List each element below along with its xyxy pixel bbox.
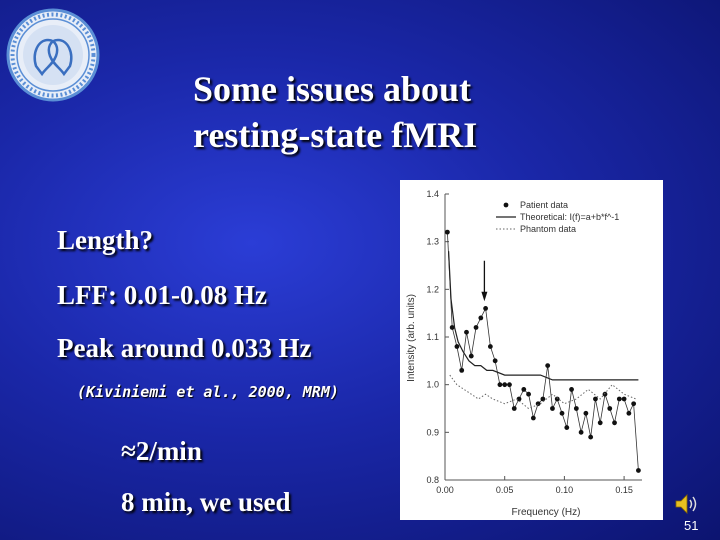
x-tick-label: 0.15 <box>615 485 633 495</box>
data-point <box>535 401 541 407</box>
data-point <box>459 367 465 373</box>
data-point <box>550 406 555 411</box>
y-tick-label: 1.1 <box>426 332 439 342</box>
x-tick-label: 0.10 <box>556 485 574 495</box>
data-point <box>602 391 608 397</box>
data-point <box>626 410 632 416</box>
data-point <box>578 429 584 435</box>
data-point <box>621 396 627 402</box>
data-point <box>511 406 517 411</box>
x-tick-label: 0.00 <box>436 485 454 495</box>
data-point <box>545 363 551 368</box>
data-point <box>516 396 522 402</box>
y-tick-label: 0.8 <box>426 475 439 485</box>
data-point <box>473 325 479 330</box>
y-tick-label: 1.3 <box>426 237 439 247</box>
legend-label: Phantom data <box>520 224 576 234</box>
bullet-lff: LFF: 0.01-0.08 Hz <box>57 280 267 310</box>
speaker-icon[interactable] <box>674 492 700 516</box>
slide-title: Some issues about resting-state fMRI <box>193 66 523 158</box>
series-line-1 <box>448 251 639 381</box>
data-point <box>636 468 641 473</box>
bullet-length: Length? <box>57 225 154 255</box>
data-point <box>583 410 589 416</box>
data-point <box>487 344 493 349</box>
series-line-2 <box>449 374 637 410</box>
citation: (Kiviniemi et al., 2000, MRM) <box>77 383 339 401</box>
data-point <box>521 387 527 392</box>
chart-background <box>400 180 663 520</box>
y-tick-label: 1.4 <box>426 189 439 199</box>
y-tick-label: 1.2 <box>426 284 439 294</box>
bullet-peak: Peak around 0.033 Hz <box>57 333 312 363</box>
data-point <box>449 325 455 330</box>
legend-marker-patient <box>503 202 509 208</box>
data-point <box>564 425 570 430</box>
data-point <box>497 382 503 388</box>
sub-item-per-minute: ≈2/min <box>121 436 202 466</box>
data-point <box>507 382 512 388</box>
data-point <box>612 420 617 426</box>
data-point <box>530 415 536 421</box>
x-tick-label: 0.05 <box>496 485 514 495</box>
legend-label: Patient data <box>520 200 568 210</box>
data-point <box>492 358 498 364</box>
data-point <box>483 306 488 311</box>
data-point <box>559 410 565 416</box>
data-point <box>526 391 531 397</box>
peak-arrow-head <box>481 291 488 302</box>
x-axis-label: Frequency (Hz) <box>512 507 581 518</box>
data-point <box>554 396 560 402</box>
data-point <box>502 382 508 388</box>
data-point <box>569 387 574 392</box>
y-tick-label: 0.9 <box>426 427 439 437</box>
page-number: 51 <box>684 518 699 533</box>
data-point <box>607 406 613 411</box>
data-point <box>478 315 484 321</box>
data-point <box>597 420 603 426</box>
data-point <box>468 353 474 359</box>
data-point <box>540 396 546 402</box>
data-point <box>593 396 598 402</box>
data-point <box>454 344 460 349</box>
data-point <box>588 434 594 440</box>
data-point <box>464 329 469 335</box>
y-tick-label: 1.0 <box>426 380 439 390</box>
data-point <box>444 229 450 235</box>
data-point <box>573 406 579 411</box>
legend-label: Theoretical: I(f)=a+b*f^-1 <box>520 212 619 222</box>
title-line-2: resting-state fMRI <box>193 115 478 155</box>
y-axis-label: Intensity (arb. units) <box>406 294 417 382</box>
title-line-1: Some issues about <box>193 69 472 109</box>
data-point <box>616 396 622 402</box>
sub-item-duration: 8 min, we used <box>121 487 291 517</box>
data-point <box>631 401 637 407</box>
spectrum-chart: 0.8 0.9 1.0 1.1 1.2 1.3 1.4 0.00 0.05 0.10 0.15 Pa… <box>400 180 663 520</box>
university-seal-icon <box>6 8 100 102</box>
